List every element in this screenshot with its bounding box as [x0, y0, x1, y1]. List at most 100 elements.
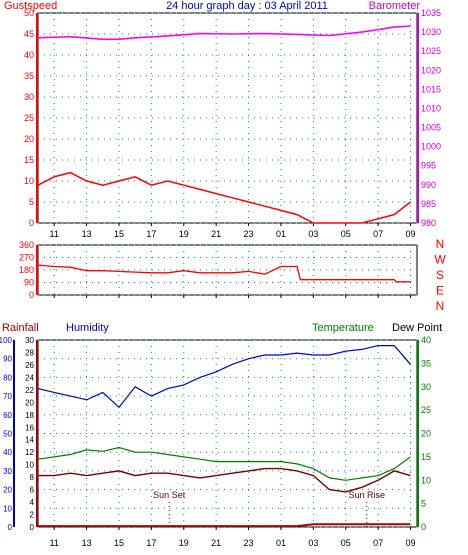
left-tick-label: 20	[24, 134, 34, 144]
x-tick-label: 05	[341, 229, 351, 239]
compass-label: W	[434, 253, 446, 267]
right-tick-label: 980	[421, 218, 436, 228]
left-tick-label: 50	[24, 8, 34, 18]
sunset-marker-label: Sun Set	[153, 490, 186, 500]
temp-tick-label: 15	[421, 452, 431, 462]
humidity-tick-label: 2	[30, 511, 35, 520]
humidity-tick-label: 24	[25, 373, 34, 382]
rain-tick-label: 50	[3, 430, 12, 439]
humidity-tick-label: 0	[30, 523, 35, 532]
rain-tick-label: 0	[8, 523, 13, 532]
x-tick-label: 19	[179, 538, 189, 548]
humidity-tick-label: 20	[25, 398, 34, 407]
right-tick-label: 990	[421, 180, 436, 190]
humidity-tick-label: 6	[30, 486, 35, 495]
temperature-label: Temperature	[312, 322, 374, 334]
right-tick-label: 1035	[421, 8, 441, 18]
left-tick-label: 0	[29, 218, 34, 228]
compass-label: S	[436, 268, 444, 282]
compass-label: N	[436, 299, 445, 313]
humidity-tick-label: 14	[25, 436, 34, 445]
temp-tick-label: 10	[421, 475, 431, 485]
barometer-line	[37, 25, 411, 41]
left-tick-label: 25	[24, 113, 34, 123]
humidity-tick-label: 26	[25, 361, 34, 370]
rainfall-line	[38, 523, 411, 528]
top-chart-frame	[37, 12, 418, 224]
x-tick-label: 17	[146, 229, 156, 239]
temp-tick-label: 25	[421, 405, 431, 415]
compass-label: E	[436, 284, 444, 298]
middle-chart-frame	[37, 244, 418, 296]
humidity-tick-label: 12	[25, 448, 34, 457]
x-tick-label: 03	[308, 229, 318, 239]
rain-tick-label: 70	[3, 392, 12, 401]
rain-tick-label: 100	[0, 336, 13, 345]
direction-tick-label: 0	[29, 290, 34, 300]
x-tick-label: 15	[114, 229, 124, 239]
x-tick-label: 19	[179, 229, 189, 239]
axis-tick-labels: 11 13 15 17 19 21 23 01 03 05 07 090510152025303540…	[0, 8, 446, 548]
humidity-label: Humidity	[66, 322, 109, 334]
left-tick-label: 15	[24, 155, 34, 165]
x-tick-label: 05	[341, 538, 351, 548]
dewpoint-line	[38, 467, 411, 493]
right-tick-label: 1000	[421, 142, 441, 152]
left-tick-label: 10	[24, 176, 34, 186]
graph-title: 24 hour graph day : 03 April 2011	[166, 0, 328, 12]
left-tick-label: 40	[24, 50, 34, 60]
barometer-label: Barometer	[369, 0, 421, 12]
temp-tick-label: 40	[421, 335, 431, 345]
x-tick-label: 17	[146, 538, 156, 548]
temp-tick-label: 30	[421, 382, 431, 392]
humidity-tick-label: 10	[25, 461, 34, 470]
x-tick-label: 23	[244, 229, 254, 239]
rain-tick-label: 80	[3, 373, 12, 382]
humidity-line	[37, 345, 411, 409]
dewpoint-label: Dew Point	[392, 322, 442, 334]
rain-tick-label: 20	[3, 486, 12, 495]
right-tick-label: 985	[421, 199, 436, 209]
sunrise-marker-label: Sun Rise	[349, 490, 386, 500]
bottom-chart-series	[37, 345, 411, 528]
x-tick-label: 21	[211, 229, 221, 239]
temp-tick-label: 5	[421, 499, 426, 509]
rain-tick-label: 60	[3, 411, 12, 420]
x-tick-label: 07	[373, 229, 383, 239]
left-tick-label: 45	[24, 29, 34, 39]
rain-tick-label: 40	[3, 448, 12, 457]
humidity-tick-label: 22	[25, 386, 34, 395]
x-tick-label: 09	[406, 229, 416, 239]
gustspeed-line	[37, 171, 411, 224]
top-chart-grid	[36, 12, 419, 226]
temperature-line	[37, 446, 411, 481]
x-tick-label: 13	[82, 229, 92, 239]
x-tick-label: 09	[406, 538, 416, 548]
x-tick-label: 03	[308, 538, 318, 548]
x-tick-label: 01	[276, 229, 286, 239]
gustspeed-label: Gustspeed	[4, 0, 57, 12]
right-tick-label: 1010	[421, 103, 441, 113]
rain-tick-label: 90	[3, 355, 12, 364]
rainfall-label: Rainfall	[2, 322, 39, 334]
temp-tick-label: 20	[421, 429, 431, 439]
middle-chart-series	[37, 264, 411, 283]
left-tick-label: 5	[29, 197, 34, 207]
rain-tick-label: 10	[3, 504, 12, 513]
temp-tick-label: 35	[421, 358, 431, 368]
left-tick-label: 30	[24, 92, 34, 102]
humidity-tick-label: 18	[25, 411, 34, 420]
right-tick-label: 1025	[421, 46, 441, 56]
x-tick-label: 15	[114, 538, 124, 548]
compass-label: N	[436, 237, 445, 251]
x-tick-label: 07	[373, 538, 383, 548]
x-tick-label: 11	[50, 538, 59, 548]
right-tick-label: 1030	[421, 27, 441, 37]
direction-tick-label: 90	[24, 278, 34, 288]
left-tick-label: 35	[24, 71, 34, 81]
humidity-tick-label: 16	[25, 423, 34, 432]
direction-tick-label: 360	[19, 240, 34, 250]
top-chart-series	[37, 25, 411, 224]
direction-tick-label: 180	[19, 265, 34, 275]
